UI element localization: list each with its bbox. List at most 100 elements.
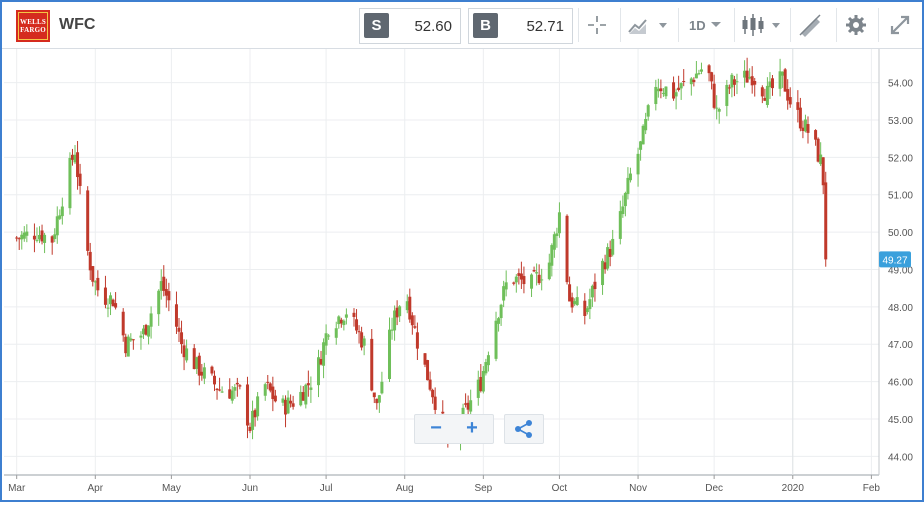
fullscreen-button[interactable] bbox=[878, 8, 921, 42]
candle-body bbox=[390, 329, 394, 331]
candle-body bbox=[806, 124, 810, 133]
candle-body bbox=[228, 389, 232, 399]
buy-button[interactable]: B 52.71 bbox=[468, 8, 573, 44]
company-logo: WELLS FARGO bbox=[16, 10, 50, 42]
candle-body bbox=[17, 238, 21, 240]
chart-type-button[interactable] bbox=[620, 8, 673, 42]
candle-body bbox=[220, 391, 224, 393]
gear-icon bbox=[846, 15, 866, 35]
candle-body bbox=[537, 274, 541, 284]
candle-body bbox=[568, 284, 572, 302]
candle-body bbox=[570, 297, 574, 308]
x-tick-label: Aug bbox=[396, 483, 414, 494]
candle-body bbox=[573, 301, 577, 304]
candle-body bbox=[748, 76, 752, 79]
candle-body bbox=[129, 338, 133, 341]
settings-button[interactable] bbox=[836, 8, 875, 42]
candle-body bbox=[192, 348, 196, 370]
candle-body bbox=[659, 88, 663, 92]
share-button[interactable] bbox=[509, 415, 539, 443]
price-chart[interactable]: 44.00 45.00 46.00 47.00 48.00 49.00 50.00 51.00… bbox=[2, 49, 922, 505]
candle-body bbox=[200, 371, 204, 376]
candle-body bbox=[646, 105, 650, 117]
candle-body bbox=[281, 398, 285, 403]
draw-tools-button[interactable] bbox=[790, 8, 831, 42]
candle-body bbox=[395, 307, 399, 318]
candle-body bbox=[40, 230, 44, 242]
candle-body bbox=[628, 173, 632, 181]
candle-body bbox=[185, 348, 189, 361]
candle-body bbox=[803, 119, 807, 132]
candle-body bbox=[284, 399, 288, 415]
candle-body bbox=[479, 376, 483, 391]
candle-body bbox=[106, 307, 110, 309]
candle-body bbox=[88, 251, 92, 271]
candle-body bbox=[532, 270, 536, 272]
candle-body bbox=[380, 381, 384, 394]
candle-body bbox=[611, 238, 615, 255]
candle-body bbox=[583, 300, 587, 316]
candle-body bbox=[58, 215, 62, 219]
candle-body bbox=[238, 385, 242, 387]
candle-body bbox=[760, 87, 764, 97]
zoom-out-button[interactable]: − bbox=[430, 417, 442, 439]
candle-body bbox=[763, 97, 767, 101]
candle-body bbox=[590, 285, 594, 298]
candle-body bbox=[162, 276, 166, 291]
candle-body bbox=[575, 297, 579, 306]
candle-body bbox=[816, 138, 820, 162]
candle-body bbox=[408, 296, 412, 320]
chart-svg[interactable]: 44.00 45.00 46.00 47.00 48.00 49.00 50.00 51.00… bbox=[2, 49, 922, 500]
candle-body bbox=[735, 81, 739, 83]
zoom-in-button[interactable]: + bbox=[466, 417, 478, 439]
candle-body bbox=[502, 286, 506, 301]
candle-body bbox=[377, 395, 381, 403]
candle-body bbox=[131, 339, 135, 341]
candle-body bbox=[476, 379, 480, 398]
y-tick-label: 50.00 bbox=[888, 228, 913, 239]
candle-body bbox=[180, 332, 184, 345]
x-tick-label: Apr bbox=[88, 483, 104, 494]
candle-body bbox=[621, 206, 625, 215]
candle-body bbox=[139, 335, 143, 338]
candle-body bbox=[60, 206, 64, 217]
candle-body bbox=[423, 353, 427, 365]
candle-body bbox=[814, 130, 818, 140]
candle-body bbox=[268, 383, 272, 391]
candle-body bbox=[677, 87, 681, 91]
y-tick-label: 45.00 bbox=[888, 415, 913, 426]
candle-body bbox=[514, 276, 518, 283]
logo-text-line2: FARGO bbox=[20, 26, 46, 34]
zoom-controls: − + bbox=[414, 414, 494, 444]
candle-body bbox=[38, 235, 42, 240]
candle-body bbox=[550, 245, 554, 266]
candle-body bbox=[692, 79, 696, 83]
candle-body bbox=[466, 402, 470, 410]
chevron-down-icon bbox=[711, 22, 721, 27]
candle-body bbox=[727, 87, 731, 89]
candle-body bbox=[195, 357, 199, 369]
candle-body bbox=[654, 86, 658, 105]
candle-body bbox=[55, 216, 59, 236]
candlestick-type-button[interactable] bbox=[734, 8, 785, 42]
candle-body bbox=[593, 281, 597, 290]
crosshair-button[interactable] bbox=[578, 8, 615, 42]
toolbar: WELLS FARGO WFC S 52.60 B 52.71 1D bbox=[2, 2, 922, 49]
candle-body bbox=[319, 359, 323, 365]
candle-body bbox=[565, 215, 569, 283]
chart-type-icon bbox=[628, 19, 667, 34]
interval-button[interactable]: 1D bbox=[678, 8, 729, 42]
candle-body bbox=[301, 392, 305, 401]
candle-body bbox=[725, 84, 729, 106]
candle-body bbox=[103, 287, 107, 305]
x-tick-label: May bbox=[162, 483, 181, 494]
candle-body bbox=[324, 333, 328, 346]
candle-body bbox=[299, 391, 303, 406]
candle-body bbox=[76, 152, 80, 178]
sell-button[interactable]: S 52.60 bbox=[359, 8, 461, 44]
candle-body bbox=[674, 92, 678, 97]
candle-body bbox=[388, 329, 392, 380]
candle-body bbox=[197, 355, 201, 376]
candle-body bbox=[70, 154, 74, 160]
